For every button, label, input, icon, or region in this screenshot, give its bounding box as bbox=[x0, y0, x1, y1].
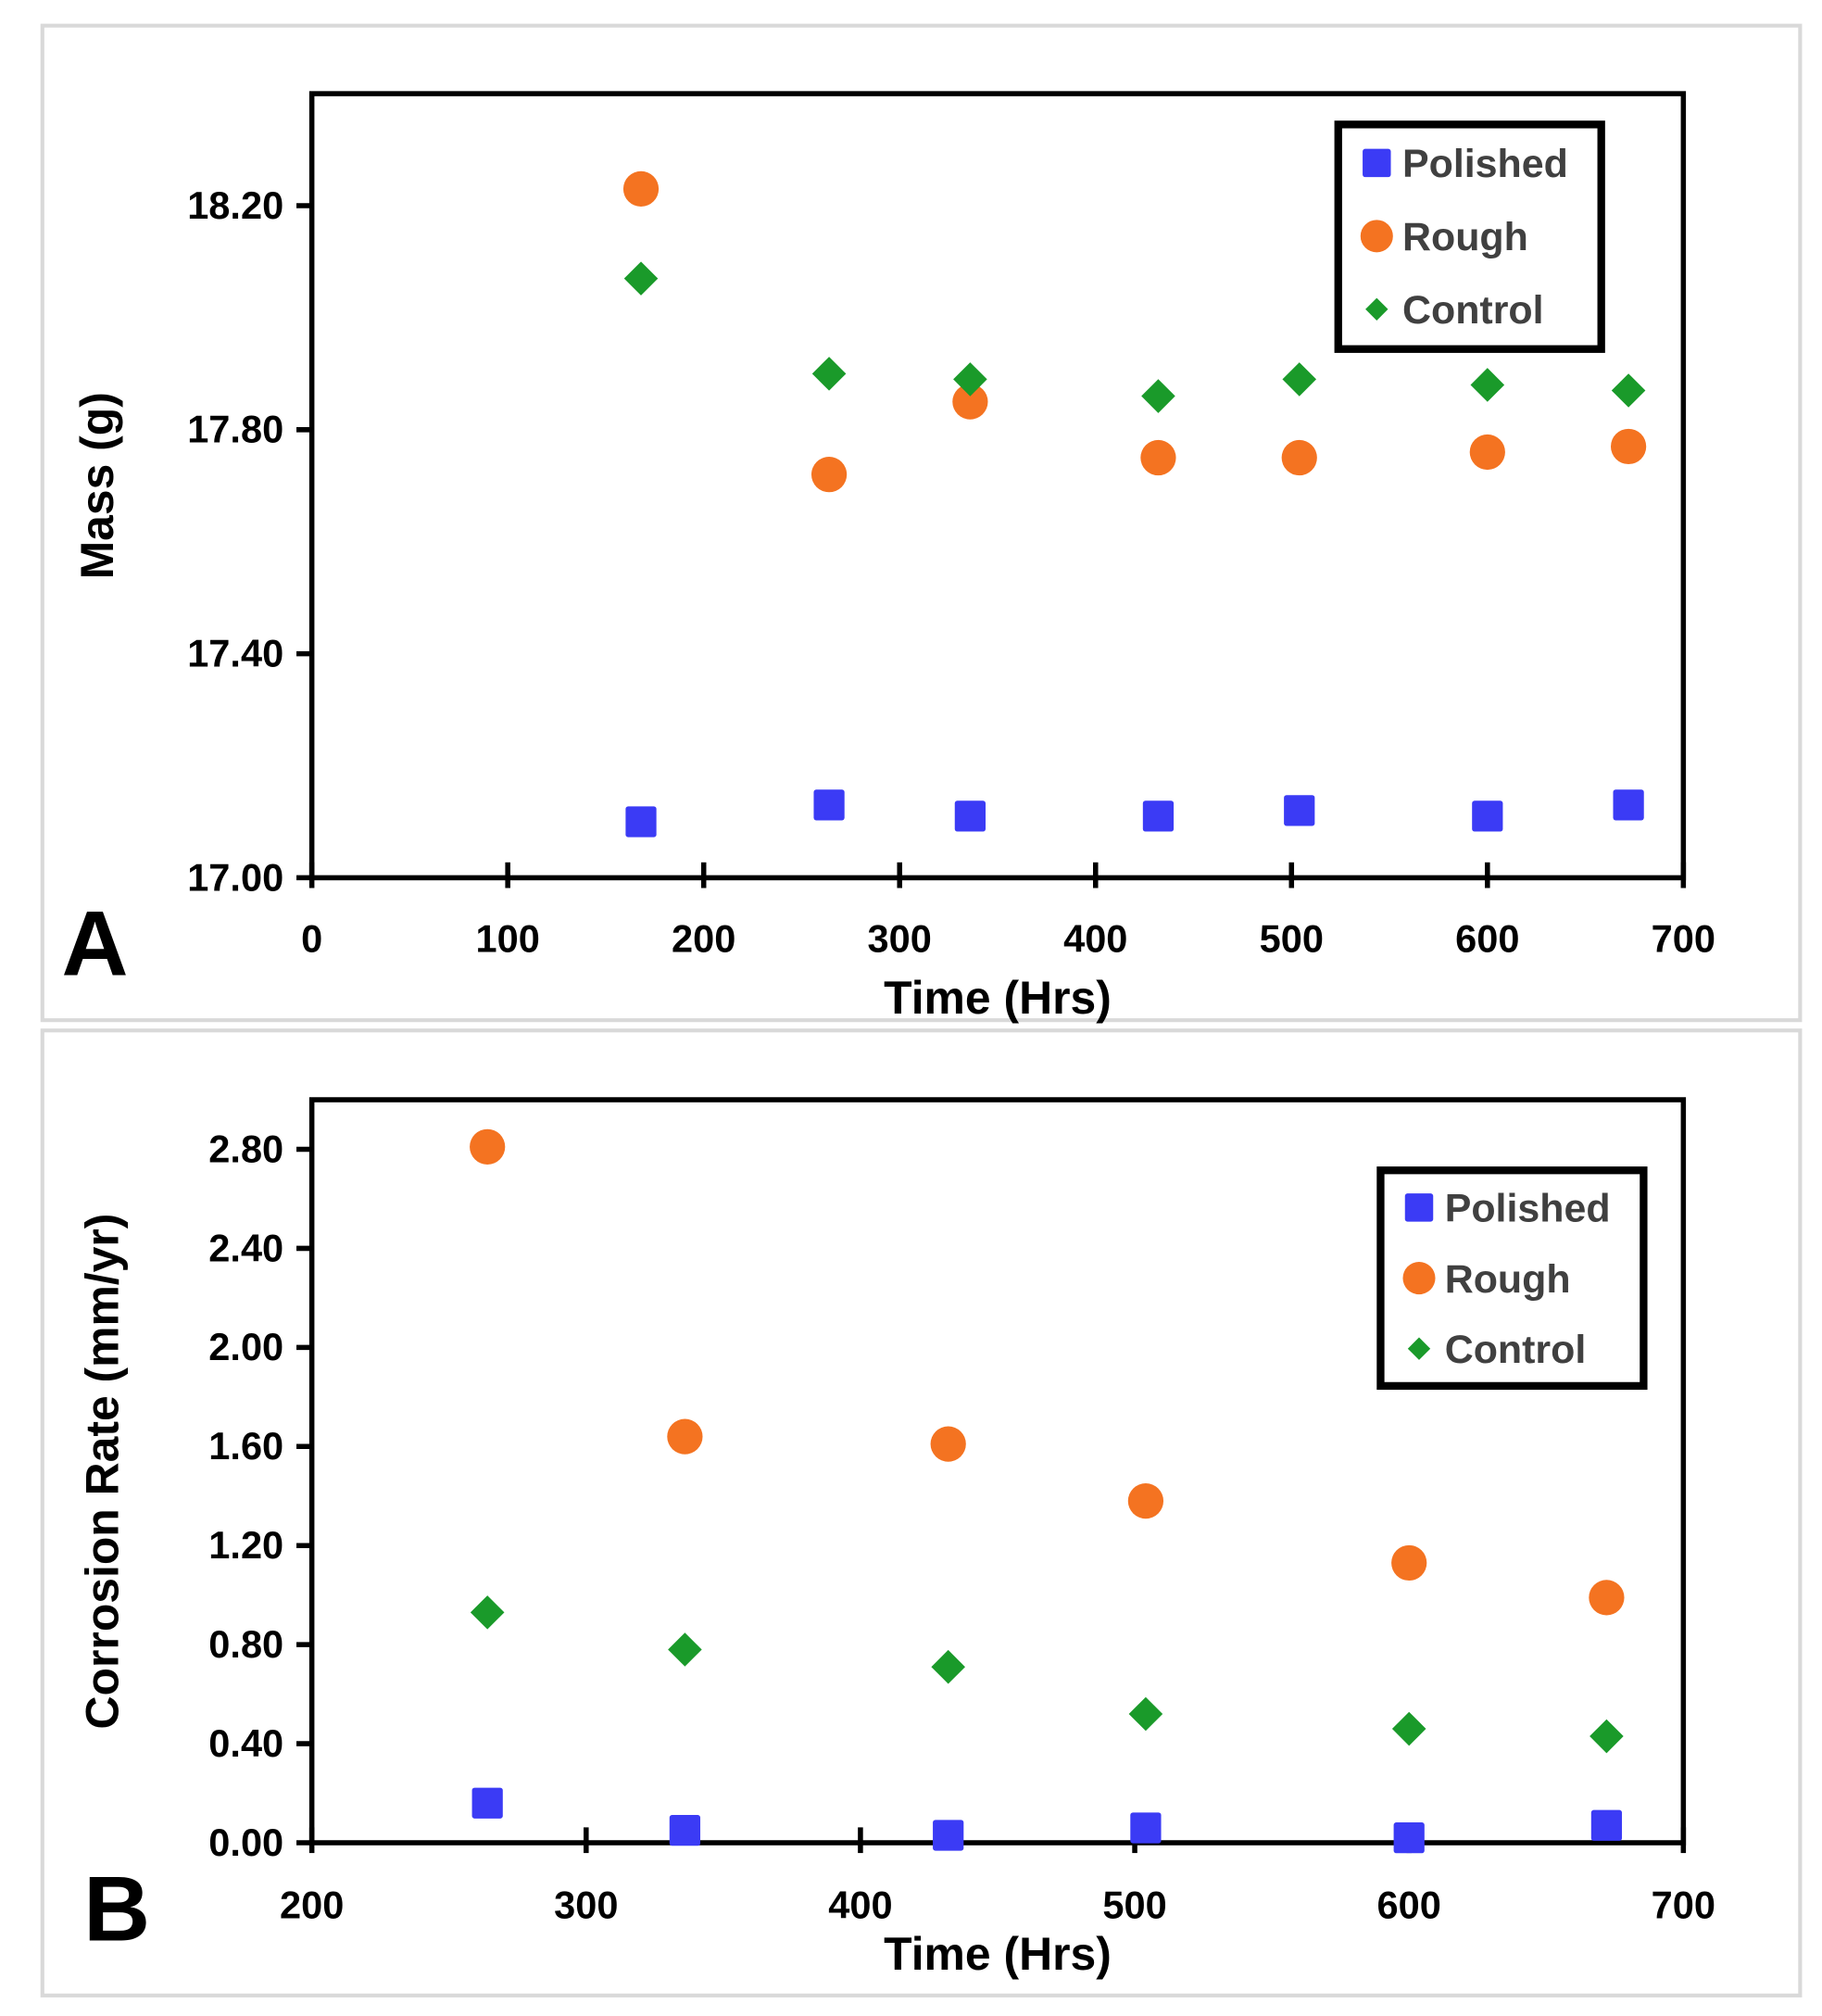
y-axis-label: Mass (g) bbox=[71, 392, 123, 579]
data-point-polished bbox=[1590, 1809, 1623, 1841]
y-tick-label: 18.20 bbox=[187, 183, 283, 227]
legend: Polished Rough Control bbox=[1334, 120, 1605, 353]
plot-area bbox=[308, 1097, 1687, 1846]
data-point-polished bbox=[933, 1820, 964, 1851]
data-point-polished bbox=[1284, 795, 1315, 826]
data-point-rough bbox=[667, 1418, 703, 1455]
data-point-control bbox=[1128, 1696, 1163, 1732]
series-rough bbox=[470, 1128, 1625, 1616]
chart-panel-b: 200 300 400 500 600 700 0.00 0.40 0.80 1.20 1.60 2.… bbox=[40, 1028, 1803, 1997]
data-point-rough bbox=[1127, 1482, 1164, 1519]
data-point-rough bbox=[930, 1426, 966, 1462]
series-control bbox=[470, 1595, 1624, 1754]
legend-marker-polished bbox=[1363, 148, 1391, 178]
data-point-rough bbox=[622, 170, 660, 207]
y-tick-label: 1.60 bbox=[208, 1424, 283, 1468]
x-tick-label: 400 bbox=[828, 1884, 892, 1927]
data-point-polished bbox=[625, 806, 657, 838]
x-tick-label: 600 bbox=[1377, 1884, 1441, 1927]
x-tick-label: 300 bbox=[868, 917, 932, 961]
legend-label: Polished bbox=[1402, 142, 1568, 186]
data-point-polished bbox=[1472, 800, 1503, 832]
data-point-rough bbox=[1589, 1580, 1625, 1616]
panel-border bbox=[40, 1028, 1803, 1997]
x-tick-label: 300 bbox=[554, 1884, 618, 1927]
legend: Polished Rough Control bbox=[1376, 1166, 1648, 1391]
data-point-control bbox=[668, 1632, 702, 1667]
y-tick-label: 0.40 bbox=[208, 1721, 283, 1765]
legend-label: Control bbox=[1445, 1328, 1587, 1372]
x-tick-label: 200 bbox=[672, 917, 735, 961]
panel-label: B bbox=[83, 1858, 150, 1960]
legend-marker-control bbox=[1407, 1337, 1431, 1360]
x-tick-label: 0 bbox=[301, 917, 322, 961]
x-tick-label: 200 bbox=[280, 1884, 344, 1927]
y-tick-label: 2.00 bbox=[208, 1325, 283, 1368]
data-point-rough bbox=[470, 1128, 506, 1165]
legend-marker-rough bbox=[1360, 220, 1393, 253]
data-point-control bbox=[1282, 362, 1317, 397]
x-tick-label: 500 bbox=[1102, 1884, 1166, 1927]
data-point-rough bbox=[810, 457, 848, 493]
x-tick-label: 700 bbox=[1652, 917, 1715, 961]
panel-border bbox=[40, 23, 1803, 1023]
data-point-control bbox=[1590, 1719, 1624, 1754]
series-rough bbox=[622, 170, 1647, 493]
y-tick-label: 17.80 bbox=[187, 408, 283, 451]
legend-label: Rough bbox=[1445, 1257, 1571, 1302]
data-point-polished bbox=[1613, 789, 1644, 821]
data-point-polished bbox=[954, 800, 986, 832]
data-point-control bbox=[1470, 368, 1505, 402]
plot-area bbox=[308, 91, 1687, 881]
y-tick-label: 0.80 bbox=[208, 1622, 283, 1666]
y-axis-label: Corrosion Rate (mm/yr) bbox=[77, 1214, 129, 1730]
y-tick-label: 1.20 bbox=[208, 1523, 283, 1567]
legend-label: Polished bbox=[1445, 1187, 1611, 1231]
panel-label: A bbox=[62, 893, 129, 996]
x-tick-label: 100 bbox=[476, 917, 540, 961]
data-point-rough bbox=[1391, 1544, 1427, 1581]
data-point-rough bbox=[1281, 439, 1317, 476]
data-point-control bbox=[1391, 1711, 1426, 1746]
data-point-polished bbox=[813, 789, 845, 821]
legend-marker-rough bbox=[1402, 1262, 1436, 1295]
x-axis-label: Time (Hrs) bbox=[884, 1928, 1112, 1980]
series-polished bbox=[625, 789, 1644, 838]
data-point-control bbox=[623, 261, 659, 296]
data-point-polished bbox=[1393, 1822, 1425, 1854]
data-point-control bbox=[953, 362, 987, 397]
y-tick-label: 2.40 bbox=[208, 1226, 283, 1269]
data-point-polished bbox=[669, 1815, 701, 1846]
data-point-rough bbox=[1610, 428, 1647, 465]
data-point-rough bbox=[952, 384, 988, 420]
legend-marker-polished bbox=[1404, 1193, 1434, 1222]
x-tick-label: 600 bbox=[1455, 917, 1519, 961]
data-point-control bbox=[470, 1595, 505, 1630]
y-tick-label: 2.80 bbox=[208, 1127, 283, 1170]
data-point-rough bbox=[1469, 434, 1505, 471]
series-control bbox=[623, 261, 1646, 413]
data-point-control bbox=[811, 357, 847, 391]
data-point-polished bbox=[1142, 800, 1175, 832]
data-point-control bbox=[1141, 379, 1175, 413]
y-tick-label: 17.40 bbox=[187, 631, 283, 674]
x-axis-label: Time (Hrs) bbox=[884, 972, 1112, 1024]
data-point-polished bbox=[471, 1787, 503, 1819]
data-point-control bbox=[1611, 373, 1646, 408]
y-tick-label: 0.00 bbox=[208, 1821, 283, 1864]
x-tick-label: 400 bbox=[1063, 917, 1127, 961]
x-tick-label: 700 bbox=[1652, 1884, 1715, 1927]
y-tick-label: 17.00 bbox=[187, 855, 283, 899]
series-polished bbox=[471, 1787, 1623, 1854]
data-point-polished bbox=[1130, 1812, 1162, 1844]
legend-label: Rough bbox=[1402, 215, 1528, 259]
data-point-control bbox=[931, 1649, 965, 1684]
chart-panel-a: 0 100 200 300 400 500 600 700 17.00 17.40 17.80 18.… bbox=[40, 23, 1803, 1024]
data-point-rough bbox=[1140, 439, 1176, 476]
x-tick-label: 500 bbox=[1260, 917, 1324, 961]
legend-label: Control bbox=[1402, 288, 1544, 333]
